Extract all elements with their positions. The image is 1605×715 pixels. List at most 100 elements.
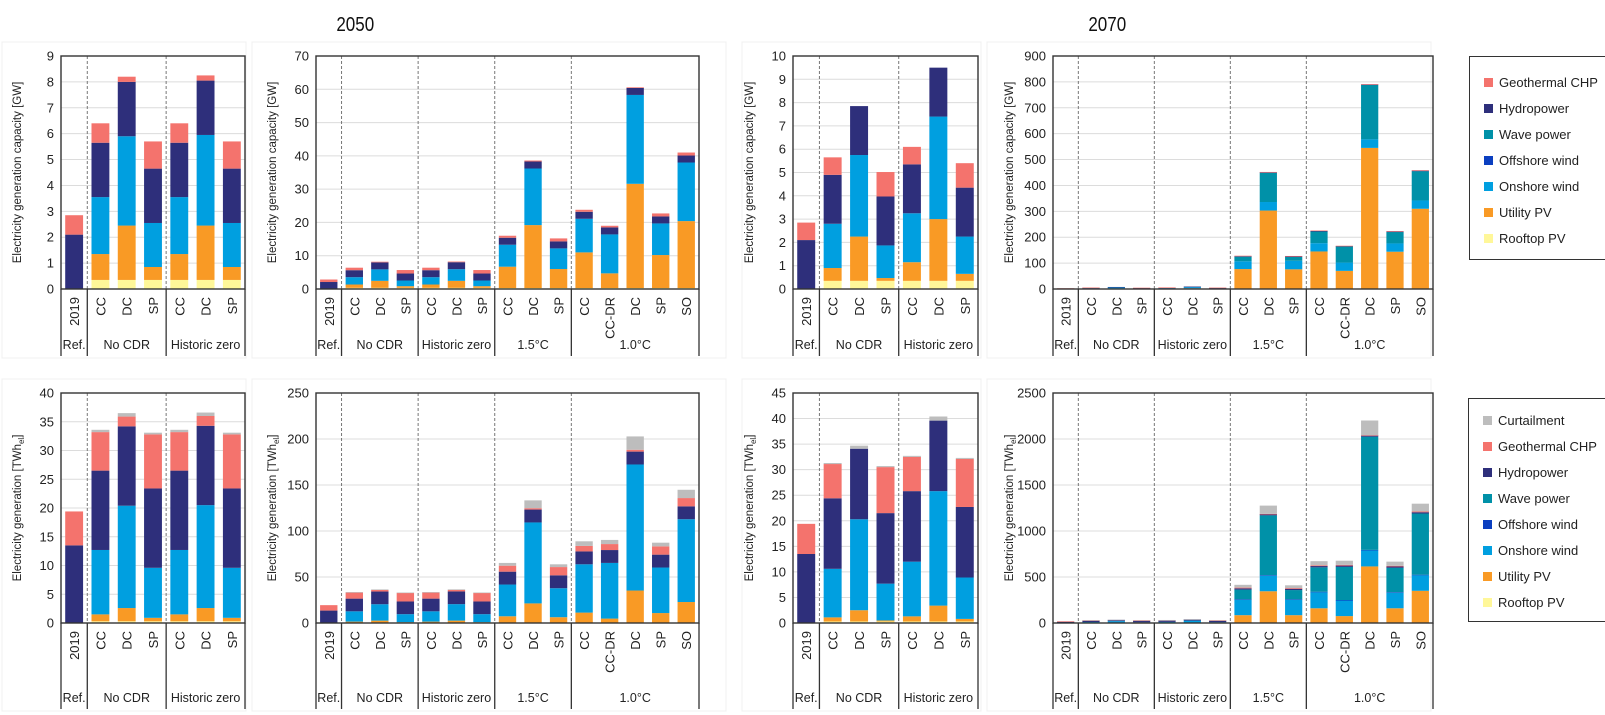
legend-swatch <box>1483 519 1492 529</box>
bar-segment-onshore-wind <box>473 280 491 287</box>
group-label-historic-zero: Historic zero <box>171 691 241 705</box>
group-label-ref: Ref. <box>1054 338 1077 352</box>
bar-segment-hydropower <box>320 282 338 289</box>
bar-segment-geothermal-chp <box>1158 287 1176 289</box>
bar-segment-onshore-wind <box>652 223 670 256</box>
legend-swatch <box>1484 233 1493 243</box>
bar-segment-onshore-wind <box>1361 550 1379 567</box>
y-tick-label: 3 <box>779 212 786 227</box>
x-tick-label: CC <box>93 631 108 650</box>
legend-item-utility-pv: Utility PV <box>1484 199 1605 225</box>
bar-segment-curtailment <box>422 592 440 593</box>
bar-segment-onshore-wind <box>929 116 948 220</box>
bar-segment-hydropower <box>1310 230 1328 232</box>
bar-segment-geothermal-chp <box>422 267 440 271</box>
group-label-1-5-c: 1.5°C <box>1253 691 1284 705</box>
bar-segment-geothermal-chp <box>955 458 974 507</box>
y-tick-label: 15 <box>40 529 54 544</box>
x-tick-label: CC-DR <box>603 297 618 339</box>
legend-item-offshore-wind: Offshore wind <box>1483 511 1605 537</box>
bar-segment-curtailment <box>1285 585 1303 589</box>
bar-segment-utility-pv <box>600 273 619 289</box>
chart-generation-2070-ref: 0 5 10 15 20 25 30 35 40 45 Electricity generation… <box>741 378 982 712</box>
bar-segment-utility-pv <box>600 618 619 623</box>
bar-segment-offshore-wind <box>1234 599 1252 600</box>
bar-segment-onshore-wind <box>447 269 466 281</box>
y-tick-label: 25 <box>40 472 54 487</box>
legend-label: Offshore wind <box>1498 516 1578 532</box>
bar-segment-utility-pv <box>345 284 363 288</box>
bar-segment-hydropower <box>1386 231 1404 233</box>
bar-segment-utility-pv <box>170 254 189 280</box>
bar-segment-wave-power <box>1335 246 1353 263</box>
legend-item-rooftop-pv: Rooftop PV <box>1483 589 1605 615</box>
bar-segment-onshore-wind <box>144 222 162 267</box>
legend-swatch <box>1483 441 1492 451</box>
bar-segment-hydropower <box>91 470 110 550</box>
group-label-ref: Ref. <box>317 691 340 705</box>
bar-segment-geothermal-chp <box>473 270 491 274</box>
y-tick-label: 0 <box>1039 616 1046 631</box>
x-tick-label: CC <box>1312 631 1327 650</box>
group-label-1-0-c: 1.0°C <box>1354 338 1385 352</box>
bar-segment-utility-pv <box>1285 615 1303 623</box>
bar-segment-onshore-wind <box>626 94 644 184</box>
bar-segment-rooftop-pv <box>955 621 974 623</box>
y-tick-label: 300 <box>1024 204 1046 219</box>
y-tick-label: 5 <box>779 165 786 180</box>
legend-item-utility-pv: Utility PV <box>1483 563 1605 589</box>
bar-segment-onshore-wind <box>1259 575 1277 592</box>
x-tick-label: CC <box>424 631 439 650</box>
x-tick-label: CC <box>826 297 841 316</box>
bar-segment-wave-power <box>1361 436 1379 550</box>
x-tick-label: SO <box>679 631 694 650</box>
y-tick-label: 10 <box>772 564 786 579</box>
bar-segment-onshore-wind <box>1234 261 1252 270</box>
x-tick-label: CC <box>501 297 516 316</box>
y-axis-label: Electricity generation [TWhel] <box>267 435 281 582</box>
x-tick-label: DC <box>199 631 214 650</box>
bar-segment-hydropower <box>600 550 619 563</box>
legend-label: Rooftop PV <box>1499 230 1566 246</box>
y-tick-label: 40 <box>295 148 309 163</box>
x-tick-label: DC <box>628 297 643 316</box>
legend-label: Rooftop PV <box>1498 594 1565 610</box>
bar-segment-offshore-wind <box>1386 592 1404 593</box>
x-tick-label: SP <box>146 631 161 648</box>
x-tick-label: CC <box>1236 631 1251 650</box>
legend-label: Hydropower <box>1498 464 1569 480</box>
bar-segment-onshore-wind <box>524 522 542 604</box>
plot-frame <box>1052 392 1434 624</box>
bar-segment-rooftop-pv <box>929 280 948 289</box>
bar-segment-hydropower <box>371 262 389 270</box>
bar-segment-rooftop-pv <box>823 621 842 623</box>
bar-segment-utility-pv <box>422 284 440 288</box>
x-tick-label: SP <box>225 297 240 314</box>
bar-segment-utility-pv <box>626 590 644 623</box>
bar-segment-curtailment <box>345 592 363 593</box>
bar-segment-geothermal-chp <box>222 434 241 489</box>
bar-segment-offshore-wind <box>1259 575 1277 576</box>
y-tick-label: 2 <box>47 230 54 245</box>
x-tick-label: CC <box>905 631 920 650</box>
legend-swatch <box>1484 181 1493 191</box>
group-label-historic-zero: Historic zero <box>1158 691 1228 705</box>
bar-segment-hydropower <box>1209 620 1227 623</box>
bar-segment-curtailment <box>850 445 869 449</box>
bar-segment-geothermal-chp <box>1234 587 1252 589</box>
bar-segment-rooftop-pv <box>955 280 974 289</box>
x-tick-label: DC <box>526 297 541 316</box>
bar-segment-wave-power <box>1285 590 1303 600</box>
bar-segment-curtailment <box>929 416 948 421</box>
legend-label: Utility PV <box>1498 568 1551 584</box>
bar-segment-hydropower <box>117 81 136 137</box>
bar-segment-geothermal-chp <box>170 123 189 143</box>
bar-segment-onshore-wind <box>1234 599 1252 616</box>
bar-segment-hydropower <box>1107 619 1125 622</box>
bar-segment-onshore-wind <box>473 614 491 623</box>
bar-segment-hydropower <box>473 601 491 615</box>
x-tick-label: DC <box>526 631 541 650</box>
y-tick-label: 2000 <box>1017 432 1046 447</box>
bar-segment-hydropower <box>144 488 162 568</box>
bar-segment-utility-pv <box>955 273 974 281</box>
